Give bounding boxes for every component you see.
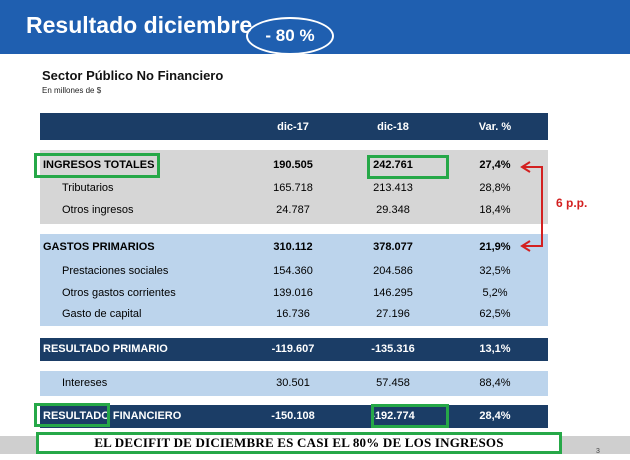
value-cell: 30.501	[276, 377, 310, 389]
value-cell: 139.016	[273, 287, 313, 299]
value-cell: 28,8%	[479, 182, 511, 194]
row-label-intereses: Intereses	[62, 377, 108, 389]
table-row: Otros ingresos 24.787 29.348 18,4%	[40, 205, 548, 219]
value-cell: 190.505	[273, 159, 313, 171]
table-row: Otros gastos corrientes 139.016 146.295 …	[40, 288, 548, 302]
row-label-ingresos: INGRESOS TOTALES	[43, 159, 155, 171]
page-number: 3	[596, 448, 600, 455]
value-cell: 146.295	[373, 287, 413, 299]
row-label-resultado-primario: RESULTADO PRIMARIO	[43, 343, 168, 355]
row-label-gasto-capital: Gasto de capital	[62, 308, 142, 320]
value-cell: 213.413	[373, 182, 413, 194]
row-label-prestaciones: Prestaciones sociales	[62, 265, 169, 277]
highlight-ingresos-label	[34, 153, 160, 178]
column-header-dic18: dic-18	[377, 121, 409, 133]
table-row: INGRESOS TOTALES 190.505 242.761 27,4%	[40, 160, 548, 174]
column-header-var: Var. %	[478, 121, 512, 133]
value-cell: 28,4%	[479, 410, 511, 422]
intereses-row: Intereses 30.501 57.458 88,4%	[40, 371, 548, 396]
value-cell: 16.736	[276, 308, 310, 320]
highlight-resultado-label	[34, 403, 110, 427]
section-title: Sector Público No Financiero	[42, 68, 224, 83]
table-row: Tributarios 165.718 213.413 28,8%	[40, 183, 548, 197]
value-cell: 57.458	[376, 377, 410, 389]
value-cell: 154.360	[273, 265, 313, 277]
value-cell: 88,4%	[479, 377, 511, 389]
conclusion-banner: EL DECIFIT DE DICIEMBRE ES CASI EL 80% D…	[36, 432, 562, 454]
value-cell: 29.348	[376, 204, 410, 216]
value-cell: 62,5%	[479, 308, 511, 320]
value-cell: -135.316	[371, 343, 415, 355]
ingresos-block	[40, 150, 548, 224]
gastos-block	[40, 234, 548, 326]
resultado-primario-row: RESULTADO PRIMARIO -119.607 -135.316 13,…	[40, 338, 548, 361]
value-cell: 378.077	[373, 241, 413, 253]
value-cell: 24.787	[276, 204, 310, 216]
value-cell: 310.112	[273, 241, 313, 253]
row-label-tributarios: Tributarios	[62, 182, 114, 194]
row-label-otros-ingresos: Otros ingresos	[62, 204, 134, 216]
value-cell: 13,1%	[479, 343, 511, 355]
row-label-gastos: GASTOS PRIMARIOS	[43, 241, 155, 253]
resultado-financiero-row: RESULTADO FINANCIERO -150.108 -192.774 2…	[40, 405, 548, 428]
highlight-resultado-dic18	[371, 404, 449, 428]
value-cell: 27,4%	[479, 159, 511, 171]
pp-annotation: 6 p.p.	[556, 196, 588, 210]
table-row: Gasto de capital 16.736 27.196 62,5%	[40, 309, 548, 323]
table-row: GASTOS PRIMARIOS 310.112 378.077 21,9%	[40, 242, 548, 256]
units-note: En millones de $	[42, 86, 102, 95]
slide-title: Resultado diciembre	[26, 12, 253, 38]
value-cell: 27.196	[376, 308, 410, 320]
percent-badge: - 80 %	[246, 17, 334, 55]
conclusion-text: EL DECIFIT DE DICIEMBRE ES CASI EL 80% D…	[94, 435, 504, 450]
value-cell: 21,9%	[479, 241, 511, 253]
value-cell: 5,2%	[482, 287, 508, 299]
value-cell: 242.761	[373, 159, 413, 171]
column-header-dic17: dic-17	[277, 121, 309, 133]
value-cell: 204.586	[373, 265, 413, 277]
row-label-resultado-financiero: RESULTADO FINANCIERO	[43, 410, 182, 422]
value-cell: 18,4%	[479, 204, 511, 216]
title-banner: Resultado diciembre - 80 %	[0, 0, 630, 56]
value-cell: -119.607	[271, 343, 315, 355]
highlight-ingresos-dic18	[367, 155, 449, 179]
value-cell: -192.774	[371, 410, 415, 422]
row-label-otros-gastos: Otros gastos corrientes	[62, 287, 176, 299]
table-header-row: dic-17 dic-18 Var. %	[40, 113, 548, 140]
value-cell: -150.108	[271, 410, 315, 422]
table-row: Prestaciones sociales 154.360 204.586 32…	[40, 266, 548, 280]
value-cell: 165.718	[273, 182, 313, 194]
value-cell: 32,5%	[479, 265, 511, 277]
